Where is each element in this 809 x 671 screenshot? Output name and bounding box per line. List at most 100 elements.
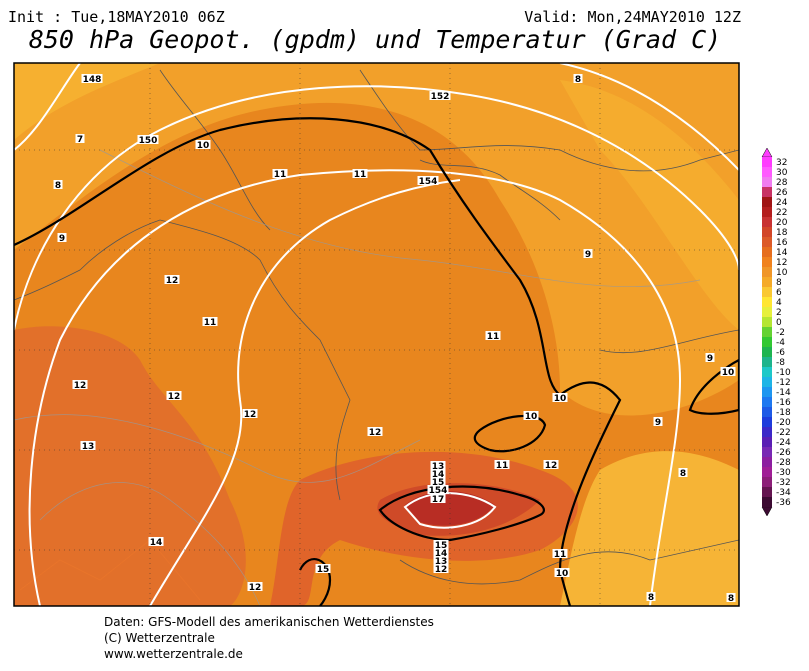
colorbar-swatch: [762, 237, 772, 248]
contour-label-bg: [315, 564, 331, 573]
contour-label: 8: [648, 593, 654, 603]
contour-label-bg: [705, 353, 715, 362]
colorbar-swatch: [762, 257, 772, 268]
contour-label-bg: [57, 233, 67, 242]
contour-label-bg: [433, 540, 449, 549]
map-frame: [13, 62, 740, 607]
contour-label-bg: [433, 564, 449, 573]
footer-line: (C) Wetterzentrale: [104, 631, 215, 645]
contour-label: 13: [82, 442, 95, 452]
colorbar-label: -16: [776, 398, 791, 408]
colorbar-label: -20: [776, 418, 791, 428]
contour-label-bg: [430, 494, 446, 503]
contour-label: 8: [728, 594, 734, 604]
colorbar-label: 0: [776, 318, 782, 328]
contour-label: 154: [419, 177, 438, 187]
contour-label: 148: [83, 75, 102, 85]
contour-label-bg: [646, 592, 656, 601]
colorbar-swatch: [762, 317, 772, 328]
contour-label: 10: [525, 412, 538, 422]
contour-label: 9: [707, 354, 713, 364]
colorbar-label: 18: [776, 228, 788, 238]
colorbar-swatch: [762, 347, 772, 358]
contour-label: 11: [487, 332, 500, 342]
colorbar-label: 12: [776, 258, 787, 268]
colorbar-swatch: [762, 417, 772, 428]
contour-label-bg: [427, 485, 449, 494]
colorbar-swatch: [762, 197, 772, 208]
colorbar-swatch: [762, 177, 772, 188]
colorbar-label: 14: [776, 248, 788, 258]
colorbar-swatch: [762, 307, 772, 318]
colorbar-label: -22: [776, 428, 791, 438]
contour-label: 11: [554, 550, 567, 560]
contour-label-bg: [494, 460, 510, 469]
colorbar-label: 26: [776, 188, 788, 198]
colorbar-swatch: [762, 247, 772, 258]
contour-label: 12: [168, 392, 181, 402]
contour-label-bg: [523, 411, 539, 420]
contour-label-bg: [433, 556, 449, 565]
colorbar-swatch: [762, 187, 772, 198]
colorbar-swatch: [762, 167, 772, 178]
contour-label: 14: [435, 549, 448, 559]
contour-label: 11: [496, 461, 509, 471]
contour-label-bg: [678, 468, 688, 477]
contour-label-bg: [137, 135, 159, 144]
colorbar-label: -28: [776, 458, 791, 468]
contour-label-bg: [543, 460, 559, 469]
contour-label-bg: [552, 549, 568, 558]
colorbar-label: 22: [776, 208, 787, 218]
colorbar-swatch: [762, 277, 772, 288]
colorbar-label: 2: [776, 308, 782, 318]
map-title: 850 hPa Geopot. (gpdm) und Temperatur (G…: [29, 25, 721, 54]
contour-label: 8: [55, 181, 61, 191]
contour-label: 12: [74, 381, 87, 391]
colorbar-label: 6: [776, 288, 782, 298]
init-time: Init : Tue,18MAY2010 06Z: [8, 8, 225, 26]
colorbar-label: -34: [776, 488, 791, 498]
colorbar-arrow: [761, 506, 773, 517]
contour-label: 8: [680, 469, 686, 479]
contour-label-bg: [195, 140, 211, 149]
colorbar-swatch: [762, 377, 772, 388]
colorbar-label: 10: [776, 268, 788, 278]
contour-label: 14: [432, 470, 445, 480]
footer-line: www.wetterzentrale.de: [104, 647, 243, 661]
colorbar-label: 32: [776, 158, 787, 168]
colorbar-swatch: [762, 477, 772, 488]
colorbar-swatch: [762, 387, 772, 398]
contour-label-bg: [75, 134, 85, 143]
contour-label: 10: [722, 368, 735, 378]
contour-label-bg: [80, 441, 96, 450]
contour-label: 13: [435, 557, 448, 567]
contour-label: 10: [556, 569, 569, 579]
contour-label-bg: [164, 275, 180, 284]
colorbar-label: -2: [776, 328, 785, 338]
colorbar-label: -10: [776, 368, 791, 378]
colorbar-label: -36: [776, 498, 791, 508]
contour-label-bg: [583, 249, 593, 258]
colorbar-label: -6: [776, 348, 785, 358]
contour-label-bg: [166, 391, 182, 400]
colorbar-label: -14: [776, 388, 791, 398]
contour-label-bg: [433, 548, 449, 557]
contour-label-bg: [247, 582, 263, 591]
colorbar-swatch: [762, 337, 772, 348]
contour-label: 12: [166, 276, 179, 286]
contour-label-bg: [429, 91, 451, 100]
contour-label: 12: [369, 428, 382, 438]
colorbar-label: -32: [776, 478, 791, 488]
colorbar-swatch: [762, 157, 772, 168]
contour-label: 11: [354, 170, 367, 180]
contour-label: 11: [204, 318, 217, 328]
colorbar-swatch: [762, 297, 772, 308]
contour-label-bg: [726, 593, 736, 602]
contour-label: 9: [655, 418, 661, 428]
colorbar-label: 20: [776, 218, 788, 228]
contour-label: 12: [435, 565, 448, 575]
contour-label: 9: [59, 234, 65, 244]
contour-label: 154: [429, 486, 448, 496]
colorbar-swatch: [762, 407, 772, 418]
